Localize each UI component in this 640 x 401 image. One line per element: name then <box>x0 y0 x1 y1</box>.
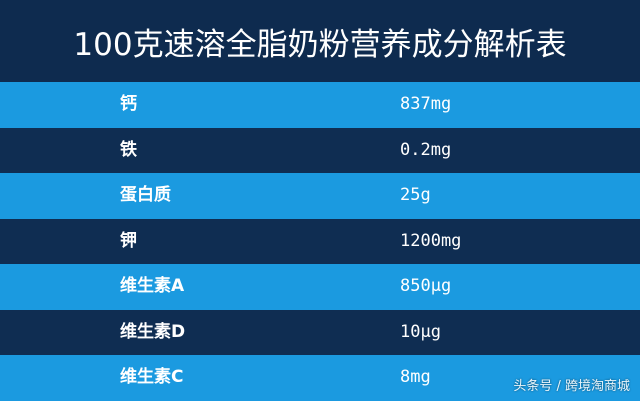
nutrient-name: 铁 <box>120 139 137 160</box>
nutrient-name: 蛋白质 <box>120 185 171 205</box>
nutrient-amount: 10μg <box>400 321 441 342</box>
watermark: 头条号 / 跨境淘商城 <box>513 379 630 394</box>
nutrient-amount: 8mg <box>400 367 431 387</box>
nutrient-amount: 850μg <box>400 276 452 296</box>
table-row: 钾 1200mg <box>0 218 640 264</box>
table-row: 维生素D 10μg <box>0 309 640 355</box>
nutrient-name: 维生素D <box>120 321 186 342</box>
table-row: 维生素A 850μg <box>0 264 640 310</box>
nutrient-amount: 25g <box>400 185 431 205</box>
nutrient-name: 维生素A <box>120 276 185 296</box>
table-row: 钙 837mg <box>0 82 640 128</box>
table-row: 铁 0.2mg <box>0 127 640 173</box>
nutrient-name: 维生素C <box>120 367 184 387</box>
nutrient-name: 钙 <box>120 94 137 114</box>
nutrient-amount: 837mg <box>400 94 452 114</box>
table: 钙 837mg 铁 0.2mg 蛋白质 25g 钾 1200mg 维生素A 850μg 维生素D 10… <box>0 82 640 401</box>
table-row: 维生素C 8mg <box>0 355 640 401</box>
title: 100克速溶全脂奶粉营养成分解析表 <box>0 0 640 82</box>
nutrient-amount: 0.2mg <box>400 139 452 160</box>
nutrient-name: 钾 <box>120 230 137 251</box>
table-row: 蛋白质 25g <box>0 173 640 219</box>
nutrient-amount: 1200mg <box>400 230 462 251</box>
